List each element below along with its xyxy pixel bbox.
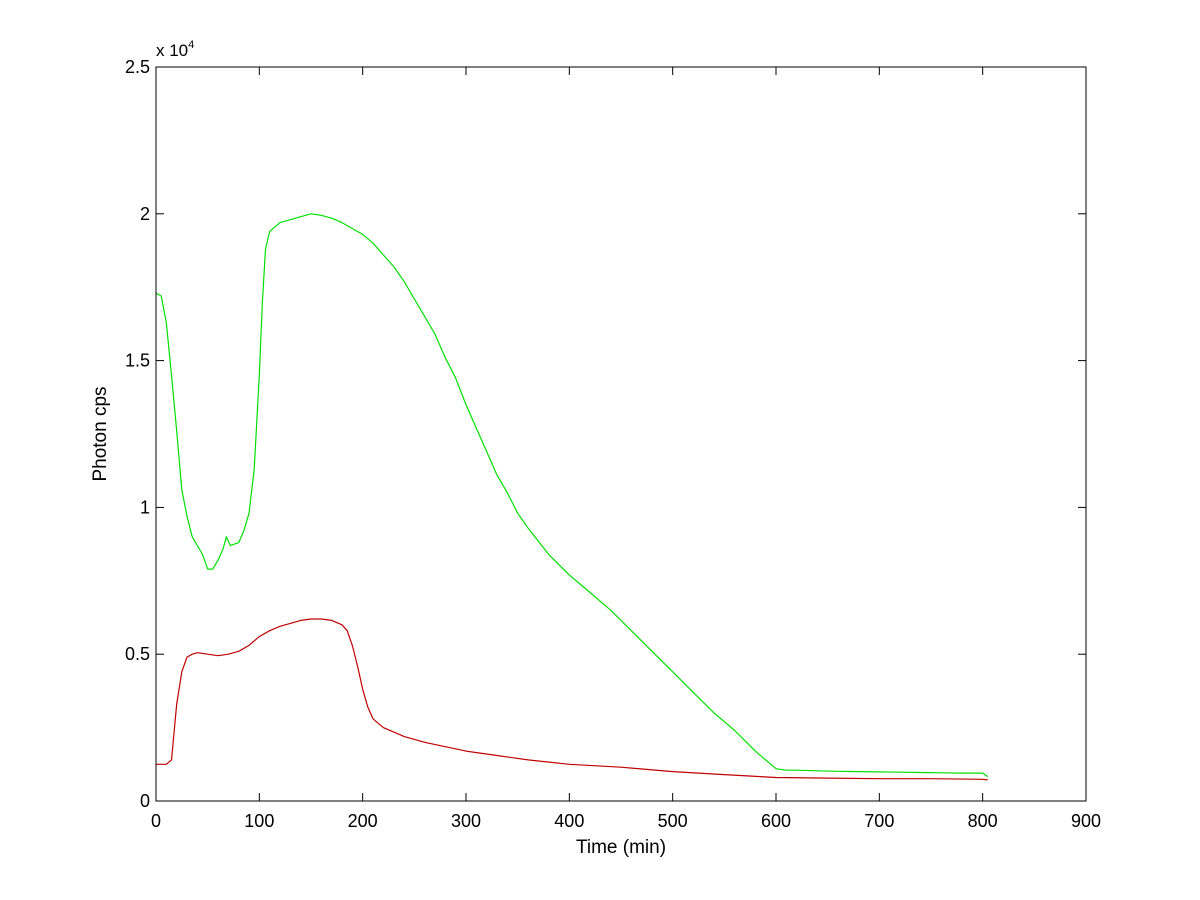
y-axis-ticks: 0 0.5 1 1.5 2 2.5 [125,57,1086,811]
y-tick-label: 0.5 [125,644,150,664]
series-line-2 [156,618,988,781]
y-tick-label: 1.5 [125,351,150,371]
x-tick-label: 200 [348,811,378,831]
x-tick-label: 500 [658,811,688,831]
y-tick-label: 0 [140,791,150,811]
x-tick-label: 900 [1071,811,1101,831]
y-tick-label: 2 [140,204,150,224]
series-line-1 [155,213,989,778]
y-tick-label: 2.5 [125,57,150,77]
y-tick-label: 1 [140,497,150,517]
plot-area [156,67,1086,801]
x-axis-ticks: 0 100 200 300 400 500 600 700 800 900 [151,67,1101,831]
y-axis-label: Photon cps [90,386,111,481]
x-tick-label: 700 [864,811,894,831]
x-tick-label: 100 [244,811,274,831]
x-tick-label: 600 [761,811,791,831]
y-axis-multiplier: x 104 [156,39,194,60]
x-tick-label: 0 [151,811,161,831]
y-axis-multiplier-exponent: 4 [188,39,194,51]
x-tick-label: 300 [451,811,481,831]
axes-box [155,66,1087,802]
x-tick-label: 800 [968,811,998,831]
y-axis-multiplier-base: x 10 [156,41,188,60]
x-tick-label: 400 [554,811,584,831]
series-layer [155,213,989,781]
x-axis-label: Time (min) [576,837,666,858]
